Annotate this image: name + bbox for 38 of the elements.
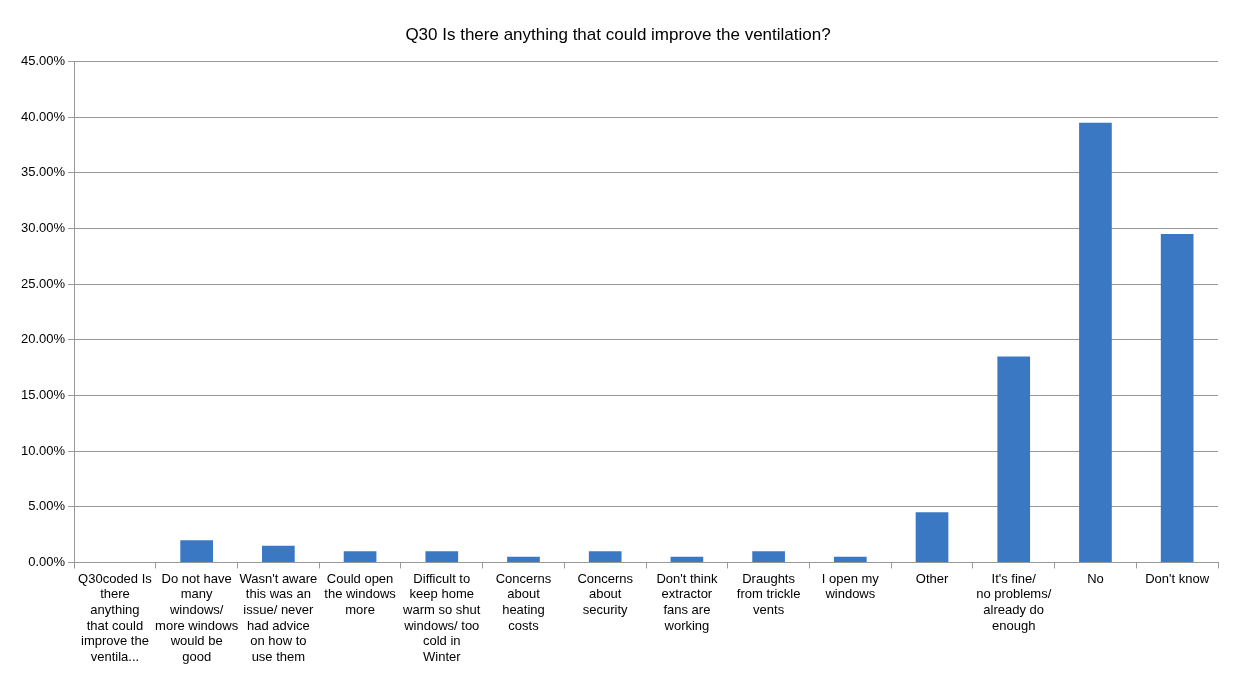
x-tick-label: Other	[915, 570, 949, 586]
y-tick-label: 0.00%	[28, 553, 66, 569]
bar	[425, 551, 459, 562]
bar	[180, 540, 213, 562]
x-tick-label: Could open the windows more	[324, 570, 397, 617]
chart-title: Q30 Is there anything that could improve the ventilation?	[405, 24, 831, 44]
x-tick-label: I open my windows	[821, 570, 880, 602]
bar	[1160, 233, 1194, 562]
x-tick-label: No	[1087, 570, 1104, 586]
bar	[1079, 122, 1112, 562]
y-tick-label: 40.00%	[21, 108, 66, 124]
x-tick-label: Q30coded Is there anything that could improve the ventila...	[78, 570, 153, 664]
bar	[262, 545, 295, 562]
bar	[670, 556, 704, 562]
y-tick-label: 30.00%	[21, 219, 66, 235]
bar	[752, 551, 785, 562]
bar	[507, 556, 540, 562]
x-tick-label: Don't know	[1145, 570, 1210, 586]
y-tick-label: 20.00%	[21, 331, 66, 347]
x-tick-label: Draughts from trickle vents	[736, 570, 801, 617]
x-tick-label: Don't think extractor fans are working	[656, 570, 718, 633]
bar	[997, 356, 1031, 562]
bar	[588, 551, 622, 562]
y-tick-label: 45.00%	[21, 52, 66, 68]
x-tick-label: Do not have many windows/ more windows would be good	[155, 570, 239, 664]
bar	[915, 512, 949, 562]
x-tick-label: Difficult to keep home warm so shut windows/ too cold in Winter	[402, 570, 481, 664]
y-tick-label: 5.00%	[28, 498, 66, 514]
y-tick-label: 35.00%	[21, 164, 66, 180]
x-tick-label: Concerns about heating costs	[495, 570, 552, 633]
x-tick-label: It's fine/ no problems/ already do enough	[976, 570, 1052, 633]
bar	[343, 551, 377, 562]
y-tick-label: 10.00%	[21, 442, 66, 458]
bar	[833, 556, 867, 562]
y-tick-label: 15.00%	[21, 386, 66, 402]
y-tick-label: 25.00%	[21, 275, 66, 291]
x-tick-label: Wasn't aware this was an issue/ never had advice on how to use them	[239, 570, 318, 664]
x-tick-label: Concerns about security	[577, 570, 634, 617]
